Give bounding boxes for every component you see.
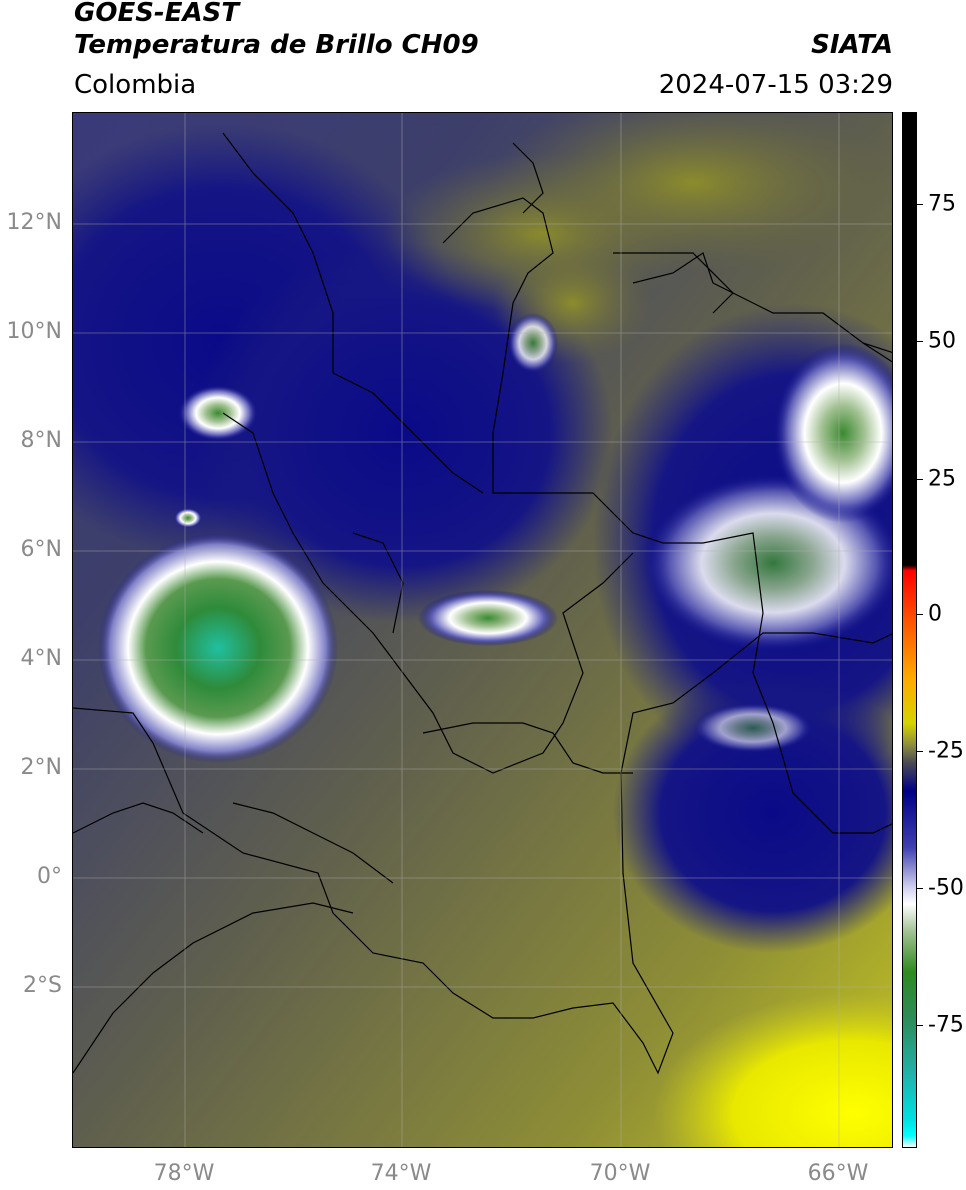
title-product: Temperatura de Brillo CH09 — [74, 30, 479, 60]
colorbar-tick-mark — [917, 888, 923, 889]
lat-tick-0: 0° — [37, 864, 62, 889]
colorbar-tick-mark — [917, 1025, 923, 1026]
colorbar-tick-mark — [917, 751, 923, 752]
colorbar-label-neg75: -75 — [928, 1012, 964, 1038]
lon-tick-70w: 70°W — [589, 1161, 651, 1186]
lat-tick-2s: 2°S — [23, 973, 62, 998]
colorbar-label-neg25: -25 — [928, 738, 964, 764]
colorbar-label-75: 75 — [928, 191, 956, 217]
colorbar-tick-mark — [917, 614, 923, 615]
colorbar-tick-mark — [917, 341, 923, 342]
lat-tick-10n: 10°N — [6, 319, 62, 344]
borders — [73, 132, 892, 1075]
lat-tick-4n: 4°N — [20, 646, 62, 671]
title-satellite: GOES-EAST — [74, 0, 240, 28]
lon-tick-78w: 78°W — [153, 1161, 215, 1186]
colorbar-label-25: 25 — [928, 466, 956, 492]
colorbar-label-50: 50 — [928, 328, 956, 354]
lat-tick-12n: 12°N — [6, 210, 62, 235]
graticule — [73, 113, 892, 1147]
colorbar-label-neg50: -50 — [928, 875, 964, 901]
colorbar — [902, 112, 917, 1148]
lat-tick-2n: 2°N — [20, 755, 62, 780]
colorbar-tick-mark — [917, 479, 923, 480]
satellite-map[interactable] — [72, 112, 893, 1148]
provider-label: SIATA — [811, 30, 893, 60]
lon-tick-66w: 66°W — [807, 1161, 869, 1186]
colorbar-tick-mark — [917, 204, 923, 205]
lat-tick-6n: 6°N — [20, 537, 62, 562]
lon-tick-74w: 74°W — [370, 1161, 432, 1186]
map-canvas — [73, 113, 892, 1147]
region-label: Colombia — [74, 70, 197, 100]
colorbar-label-0: 0 — [928, 601, 942, 627]
timestamp-label: 2024-07-15 03:29 — [658, 70, 893, 100]
lat-tick-8n: 8°N — [20, 428, 62, 453]
